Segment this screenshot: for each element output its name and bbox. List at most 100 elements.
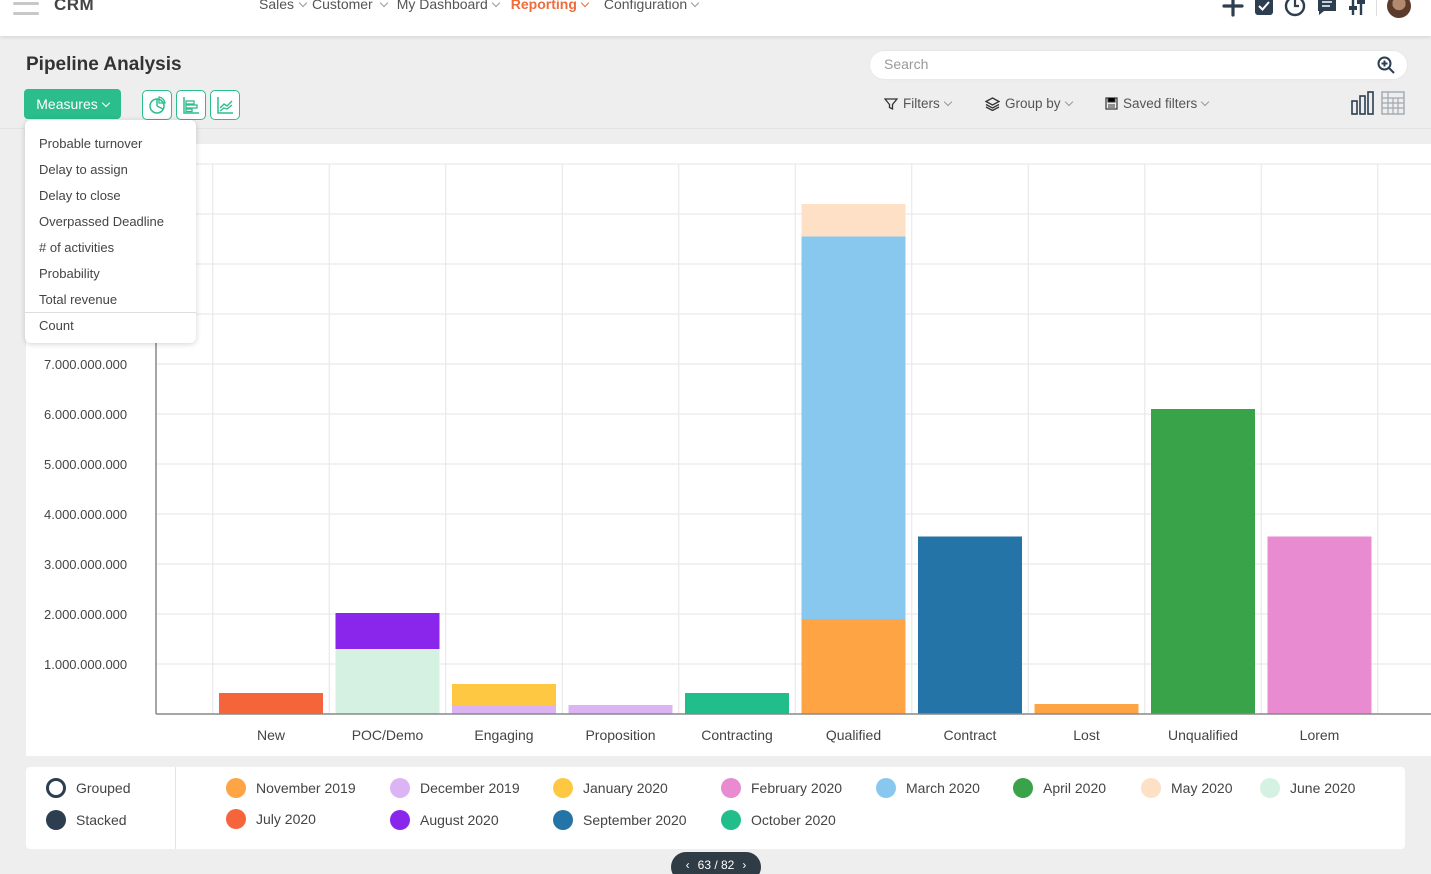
legend-label: April 2020 — [1043, 780, 1107, 796]
graph-view-icon[interactable] — [1351, 91, 1375, 115]
hamburger-menu-icon[interactable] — [13, 0, 39, 20]
measure-item[interactable]: Delay to close — [39, 188, 121, 203]
legend-label: January 2020 — [583, 780, 668, 796]
y-tick-label: 7.000.000.000 — [44, 357, 127, 372]
bar-segment — [1034, 704, 1139, 714]
legend-label: February 2020 — [751, 780, 843, 796]
floppy-disk-icon — [1105, 97, 1118, 110]
legend-item[interactable]: June 2020 — [1260, 778, 1355, 798]
y-tick-label: 4.000.000.000 — [44, 507, 127, 522]
menu-item-label: Customer — [312, 0, 373, 12]
zoom-search-icon[interactable] — [1377, 56, 1395, 74]
legend-item[interactable]: March 2020 — [876, 778, 980, 798]
pager-text: 63 / 82 — [697, 858, 735, 872]
legend-item[interactable]: November 2019 — [226, 778, 356, 798]
menu-item-my-dashboard[interactable]: My Dashboard — [397, 0, 501, 12]
line-chart-icon — [217, 97, 233, 114]
group-by-button[interactable]: Group by — [985, 96, 1073, 111]
legend-item[interactable]: February 2020 — [721, 778, 842, 798]
legend-swatch — [553, 810, 573, 830]
y-tick-label: 3.000.000.000 — [44, 557, 127, 572]
bar-chart-button[interactable] — [176, 90, 206, 120]
menu-item-label: Reporting — [510, 0, 577, 12]
legend-item[interactable]: September 2020 — [553, 810, 687, 830]
bar-segment — [335, 613, 440, 649]
chevron-down-icon — [1064, 97, 1073, 107]
layers-icon — [985, 96, 1000, 111]
chevron-down-icon — [298, 0, 308, 7]
legend-item[interactable]: October 2020 — [721, 810, 836, 830]
settings-sliders-icon[interactable] — [1348, 0, 1366, 17]
legend-swatch — [226, 809, 246, 829]
menu-item-configuration[interactable]: Configuration — [603, 0, 700, 12]
measure-item[interactable]: Overpassed Deadline — [39, 214, 165, 229]
app-name: CRM — [54, 0, 95, 14]
legend-item[interactable]: July 2020 — [226, 809, 316, 829]
legend-item[interactable]: December 2019 — [390, 778, 520, 798]
measure-item[interactable]: # of activities — [39, 240, 115, 255]
legend-label: May 2020 — [1171, 780, 1233, 796]
clock-icon[interactable] — [1284, 0, 1306, 17]
legend-label: August 2020 — [420, 812, 499, 828]
plus-icon[interactable] — [1222, 0, 1244, 17]
main-menu: Sales Customer My Dashboard Reporting Co… — [259, 0, 700, 12]
grouped-mode-option[interactable]: Grouped — [46, 778, 130, 798]
group-by-label: Group by — [1005, 96, 1061, 111]
x-tick-label: Lorem — [1300, 727, 1340, 743]
legend-label: December 2019 — [420, 780, 520, 796]
bar-segment — [452, 684, 556, 705]
menu-item-reporting[interactable]: Reporting — [510, 0, 590, 12]
measures-button[interactable]: Measures — [24, 89, 121, 119]
menu-item-label: Configuration — [603, 0, 688, 12]
legend-swatch — [1141, 778, 1161, 798]
legend-item[interactable]: August 2020 — [390, 810, 499, 830]
pivot-table-view-icon[interactable] — [1381, 91, 1405, 115]
y-tick-label: 2.000.000.000 — [44, 607, 127, 622]
measure-item[interactable]: Delay to assign — [39, 162, 128, 177]
bar-segment — [685, 693, 789, 714]
top-navbar: CRM Sales Customer My Dashboard Reportin… — [0, 0, 1431, 36]
legend-label: November 2019 — [256, 780, 356, 796]
search-input[interactable] — [884, 56, 1364, 72]
measure-item-count[interactable]: Count — [39, 318, 74, 333]
header-divider — [0, 128, 1431, 129]
radio-dot-icon — [46, 810, 66, 830]
chevron-down-icon — [491, 0, 501, 7]
y-tick-label: 6.000.000.000 — [44, 407, 127, 422]
chevron-left-icon[interactable]: ‹ — [685, 858, 690, 872]
chevron-down-icon — [379, 0, 388, 7]
pie-chart-button[interactable] — [142, 90, 172, 120]
chat-icon[interactable] — [1316, 0, 1338, 17]
y-tick-label: 5.000.000.000 — [44, 457, 127, 472]
chevron-right-icon[interactable]: › — [742, 858, 747, 872]
stacked-mode-option[interactable]: Stacked — [46, 810, 127, 830]
line-chart-button[interactable] — [210, 90, 240, 120]
legend-divider — [175, 767, 176, 849]
bar-segment — [219, 693, 323, 714]
saved-filters-button[interactable]: Saved filters — [1105, 96, 1210, 111]
legend-item[interactable]: January 2020 — [553, 778, 668, 798]
user-avatar[interactable] — [1387, 0, 1411, 18]
chart-panel: 1.000.000.000 2.000.000.000 3.000.000.000 4… — [26, 144, 1431, 756]
x-tick-label: Unqualified — [1168, 727, 1238, 743]
legend-item[interactable]: April 2020 — [1013, 778, 1106, 798]
legend-swatch — [390, 810, 410, 830]
task-check-icon[interactable] — [1254, 0, 1274, 16]
x-tick-label: Lost — [1073, 727, 1100, 743]
menu-item-sales[interactable]: Sales — [259, 0, 294, 12]
x-tick-label: Qualified — [826, 727, 881, 743]
measure-item[interactable]: Probable turnover — [39, 136, 143, 151]
legend-swatch — [390, 778, 410, 798]
measure-item[interactable]: Total revenue — [39, 292, 118, 307]
x-tick-label: POC/Demo — [352, 727, 424, 743]
filters-label: Filters — [903, 96, 940, 111]
menu-item-customer[interactable]: Customer — [298, 0, 388, 12]
legend-swatch — [1013, 778, 1033, 798]
filters-button[interactable]: Filters — [884, 96, 952, 111]
legend-label: July 2020 — [256, 811, 316, 827]
legend-label: March 2020 — [906, 780, 980, 796]
bar-segment — [918, 536, 1022, 714]
bar-segment — [1151, 409, 1255, 714]
measure-item[interactable]: Probability — [39, 266, 100, 281]
legend-item[interactable]: May 2020 — [1141, 778, 1232, 798]
